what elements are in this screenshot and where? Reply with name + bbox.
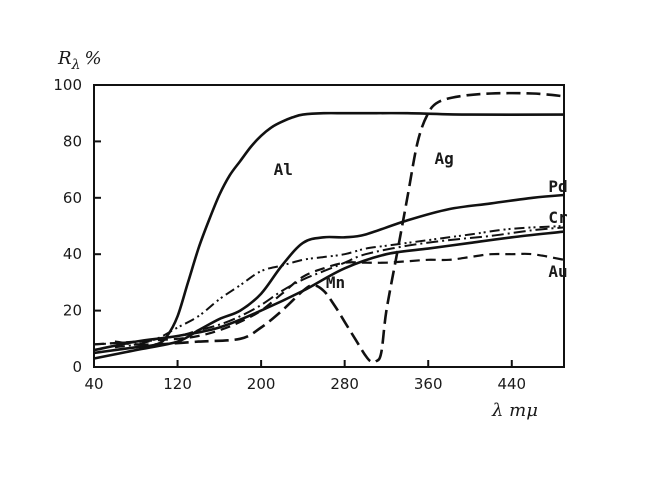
series-line-mn [114, 225, 565, 349]
x-tick-label: 40 [84, 375, 103, 393]
series-label-au: Au [548, 262, 567, 281]
y-axis-label-sub: λ [71, 57, 81, 73]
series-label-mn: Mn [326, 273, 345, 292]
series-line-au [93, 252, 565, 346]
y-tick-label: 40 [63, 245, 82, 263]
y-tick-label: 60 [63, 189, 82, 207]
x-tick-label: 200 [247, 375, 276, 393]
axis-ticks [93, 84, 513, 368]
x-tick-label: 360 [414, 375, 443, 393]
axis-tick-labels: 40 120 200 280 360 440 0 20 40 60 80 100 [53, 76, 526, 393]
series-label-ag: Ag [434, 149, 453, 168]
x-axis-label: λ mμ [491, 400, 538, 421]
series-label-pd: Pd [548, 177, 567, 196]
series-annotations: Al Ag Pd Cr Mn Au [274, 149, 568, 292]
plot-frame [93, 84, 565, 368]
series-line-ag [114, 91, 565, 364]
y-tick-label: 100 [53, 76, 82, 94]
y-axis-label: Rλ% [57, 48, 102, 73]
series-line-unlabeled-6 [93, 230, 565, 352]
y-axis-label-main: R [57, 48, 72, 69]
x-tick-label: 440 [497, 375, 526, 393]
y-tick-label: 80 [63, 132, 82, 150]
y-axis-label-unit: % [84, 48, 101, 69]
series-label-cr: Cr [548, 208, 567, 227]
series-line-cr [93, 226, 565, 346]
series-line-al [93, 111, 565, 355]
x-tick-label: 120 [163, 375, 192, 393]
x-tick-label: 280 [330, 375, 359, 393]
series-label-al: Al [274, 160, 293, 179]
series-lines [93, 91, 565, 364]
y-tick-label: 0 [72, 358, 82, 376]
y-tick-label: 20 [63, 302, 82, 320]
